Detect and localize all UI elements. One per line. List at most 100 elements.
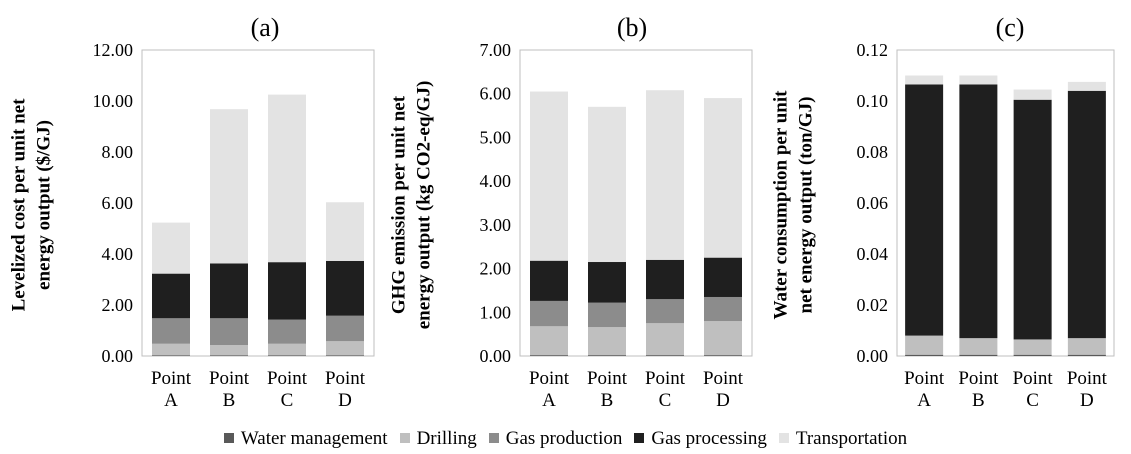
bar-segment xyxy=(704,257,742,297)
bar-segment xyxy=(268,343,306,356)
legend-item: Drilling xyxy=(399,428,477,450)
legend-item: Transportation xyxy=(778,428,908,450)
legend-label: Gas production xyxy=(505,428,623,449)
x-category-label: Point xyxy=(209,368,250,389)
bar-segment xyxy=(959,354,998,356)
bar-segment xyxy=(268,262,306,320)
legend-item: Gas processing xyxy=(634,428,767,450)
legend: Water management Drilling Gas production Ga… xyxy=(0,428,1131,450)
x-category-label: B xyxy=(601,390,614,411)
x-category-label: A xyxy=(917,390,931,411)
x-category-label: A xyxy=(542,390,556,411)
bar-segment xyxy=(152,222,190,274)
bar-segment xyxy=(959,75,998,85)
x-category-label: Point xyxy=(958,368,999,389)
chart-panel-3: (c) 0.00 0.02 0.04 0.06 0.08 0.10 0.12 Water con… xyxy=(771,13,1115,411)
y-tick-label: 2.00 xyxy=(480,259,512,279)
y-tick-label: 0.04 xyxy=(857,244,889,264)
x-category-label: Point xyxy=(703,368,744,389)
bar-segment xyxy=(704,355,742,356)
legend-label: Water management xyxy=(240,428,388,449)
bar-segment xyxy=(646,355,684,356)
bar-segment xyxy=(646,90,684,260)
y-tick-label: 4.00 xyxy=(480,171,512,191)
bar-segment xyxy=(704,321,742,356)
bar-segment xyxy=(905,75,944,85)
bar-segment xyxy=(905,335,944,355)
bar-segment xyxy=(152,318,190,344)
y-axis-label: Levelized cost per unit net xyxy=(9,98,30,312)
y-tick-label: 0.02 xyxy=(857,295,889,315)
chart-panel-2: (b) 0.00 1.00 2.00 3.00 4.00 5.00 6.00 7.00 GHG e… xyxy=(389,13,753,411)
plot-frame xyxy=(141,49,375,357)
bar-segment xyxy=(326,341,364,356)
bar-segment xyxy=(530,300,568,327)
bar-segment xyxy=(646,259,684,300)
legend-swatch xyxy=(488,433,499,443)
bar-segment xyxy=(1067,338,1106,355)
bar-segment xyxy=(530,326,568,356)
bar-segment xyxy=(646,323,684,356)
y-tick-label: 0.00 xyxy=(857,346,889,366)
bar-segment xyxy=(268,355,306,356)
bar-segment xyxy=(959,84,998,339)
bar-segment xyxy=(152,355,190,356)
legend-swatch xyxy=(778,433,789,443)
y-tick-label: 0.06 xyxy=(857,193,889,213)
y-tick-label: 1.00 xyxy=(480,302,512,322)
legend-item: Water management xyxy=(223,428,388,450)
bar-segment xyxy=(588,302,626,328)
legend-label: Gas processing xyxy=(651,428,767,449)
bar-segment xyxy=(704,296,742,322)
bar-segment xyxy=(530,91,568,261)
y-axis-label: Water consumption per unit xyxy=(771,90,792,320)
bar-segment xyxy=(959,338,998,355)
bar-segment xyxy=(905,84,944,336)
x-category-label: Point xyxy=(529,368,570,389)
bar-segment xyxy=(326,355,364,356)
bar-segment xyxy=(326,202,364,261)
y-axis-label: GHG emission per unit net xyxy=(389,95,410,314)
x-category-label: C xyxy=(281,390,294,411)
bar-segment xyxy=(326,315,364,342)
x-category-label: Point xyxy=(1013,368,1054,389)
bar-segment xyxy=(588,327,626,356)
x-category-label: B xyxy=(972,390,985,411)
y-tick-label: 3.00 xyxy=(480,215,512,235)
bar-segment xyxy=(704,98,742,258)
bar-segment xyxy=(152,343,190,356)
x-category-label: A xyxy=(164,390,178,411)
y-axis-label: energy output (kg CO2-eq/GJ) xyxy=(414,81,435,330)
legend-swatch xyxy=(634,433,645,443)
x-category-label: Point xyxy=(1067,368,1108,389)
legend-label: Drilling xyxy=(416,428,477,449)
bar-segment xyxy=(210,355,248,356)
y-tick-label: 0.08 xyxy=(857,142,889,162)
y-tick-label: 8.00 xyxy=(102,142,134,162)
legend-label: Transportation xyxy=(795,428,908,449)
bar-segment xyxy=(588,355,626,356)
bar-segment xyxy=(1013,354,1052,356)
x-category-label: C xyxy=(1026,390,1039,411)
bar-segment xyxy=(1013,339,1052,355)
bar-segment xyxy=(210,109,248,264)
y-tick-label: 7.00 xyxy=(480,40,512,60)
x-category-label: Point xyxy=(325,368,366,389)
bar-segment xyxy=(646,299,684,324)
y-tick-label: 0.10 xyxy=(857,91,889,111)
x-category-label: D xyxy=(716,390,730,411)
x-category-label: Point xyxy=(267,368,308,389)
y-axis-label: net energy output (ton/GJ) xyxy=(796,97,817,314)
bar-segment xyxy=(210,318,248,346)
y-tick-label: 6.00 xyxy=(480,84,512,104)
bar-segment xyxy=(530,260,568,301)
bar-segment xyxy=(210,263,248,319)
bar-segment xyxy=(326,260,364,316)
panel-label: (c) xyxy=(996,13,1025,42)
bar-segment xyxy=(210,345,248,356)
chart-panel-1: (a) 0.00 2.00 4.00 6.00 8.00 10.00 12.00 Leveliz… xyxy=(9,13,375,411)
bar-segment xyxy=(1067,81,1106,91)
chart-canvas: (a) 0.00 2.00 4.00 6.00 8.00 10.00 12.00 Leveliz… xyxy=(9,13,1115,411)
x-category-label: D xyxy=(1080,390,1094,411)
